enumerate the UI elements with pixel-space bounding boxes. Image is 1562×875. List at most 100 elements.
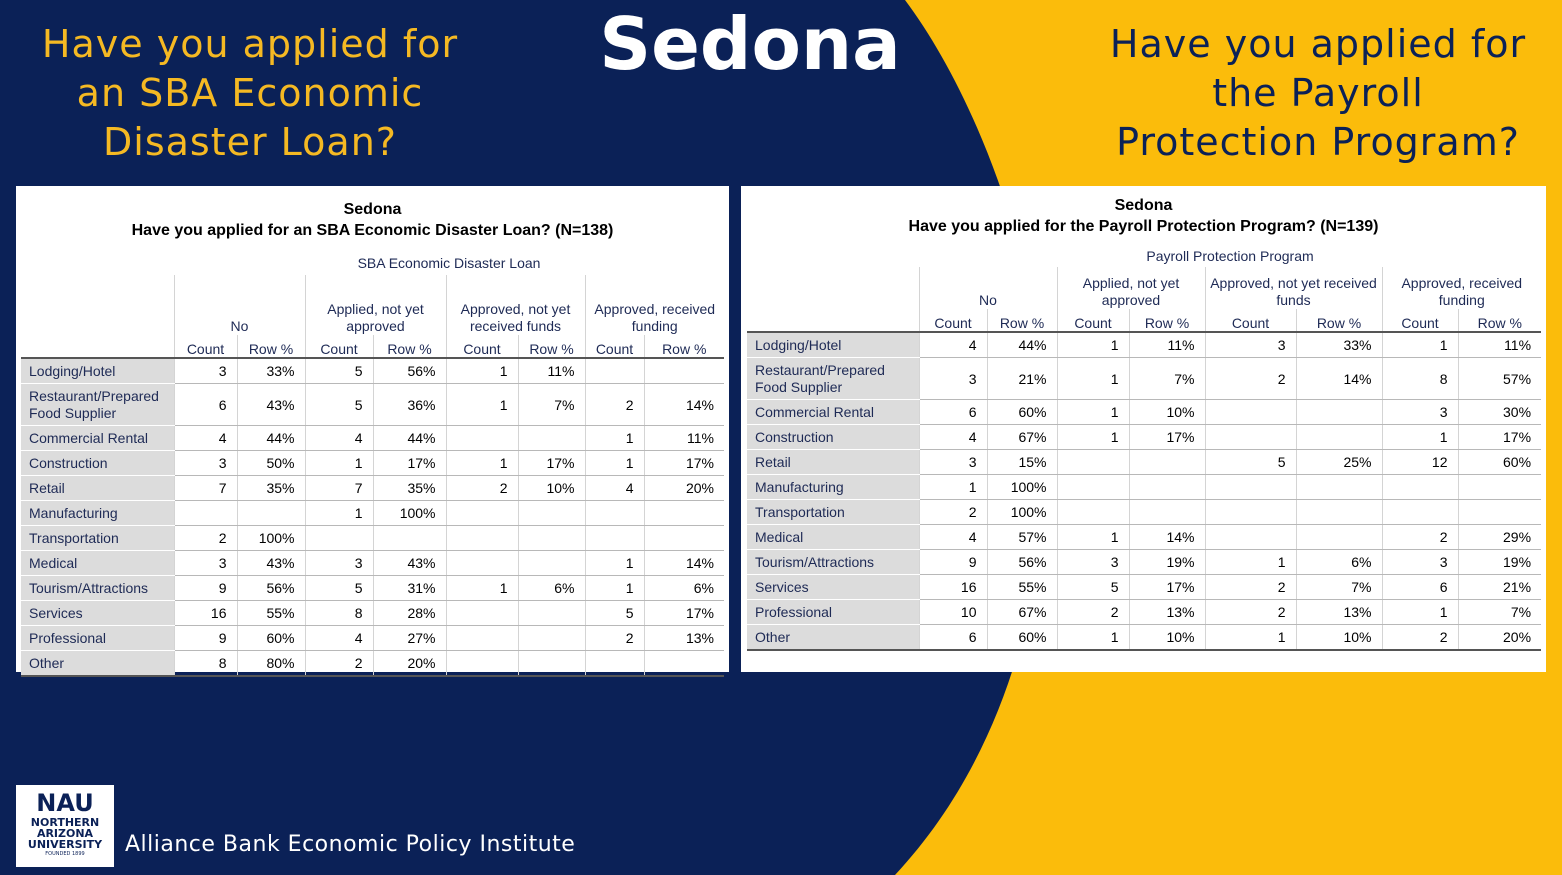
row-pct-cell: 80% — [236, 650, 305, 677]
row-label: Services — [747, 574, 919, 600]
count-cell: 4 — [584, 475, 644, 501]
row-label: Services — [21, 600, 174, 626]
row-pct-cell: 17% — [372, 450, 446, 476]
sba-table-question: Have you applied for an SBA Economic Dis… — [131, 222, 614, 239]
count-cell: 16 — [173, 600, 237, 626]
row-pct-cell — [517, 525, 585, 551]
count-cell: 1 — [1056, 331, 1129, 358]
count-cell: 3 — [173, 550, 237, 576]
row-pct-cell: 6% — [517, 575, 585, 601]
row-pct-cell — [1128, 474, 1205, 500]
count-cell: 1 — [445, 450, 518, 476]
count-cell — [445, 525, 518, 551]
count-cell: 2 — [173, 525, 237, 551]
ppp-sub-header: Count — [1381, 309, 1458, 332]
row-pct-cell: 56% — [236, 575, 305, 601]
count-cell — [173, 500, 237, 526]
count-cell: 7 — [304, 475, 373, 501]
row-pct-cell: 19% — [1128, 549, 1205, 575]
row-pct-cell: 17% — [1128, 574, 1205, 600]
row-pct-cell: 17% — [1128, 424, 1205, 450]
count-cell: 1 — [918, 474, 987, 500]
row-pct-cell: 57% — [1457, 357, 1542, 400]
count-cell: 5 — [304, 383, 373, 426]
nau-logo-line: ARIZONA — [36, 827, 94, 840]
table-row: Retail 3 15% 5 25% 12 60% — [747, 449, 1542, 475]
count-cell: 4 — [918, 331, 987, 358]
count-cell: 10 — [918, 599, 987, 625]
row-pct-cell: 10% — [517, 475, 585, 501]
ppp-super-header: Payroll Protection Program — [1146, 248, 1314, 264]
count-cell: 2 — [1381, 624, 1458, 651]
row-pct-cell: 29% — [1457, 524, 1542, 550]
count-cell — [1204, 399, 1296, 425]
count-cell: 1 — [1056, 424, 1129, 450]
row-pct-cell — [643, 500, 724, 526]
row-pct-cell — [372, 525, 446, 551]
row-pct-cell — [1128, 499, 1205, 525]
table-row: Restaurant/Prepared Food Supplier 3 21% 1 7%… — [747, 357, 1542, 400]
headline-sba: Have you applied for an SBA Economic Dis… — [20, 20, 480, 167]
count-cell: 1 — [1381, 424, 1458, 450]
count-cell: 16 — [918, 574, 987, 600]
count-cell: 1 — [445, 383, 518, 426]
ppp-sub-header: Row % — [1295, 309, 1382, 332]
row-pct-cell: 100% — [986, 474, 1057, 500]
count-cell: 1 — [1056, 624, 1129, 651]
count-cell: 9 — [173, 625, 237, 651]
row-label: Commercial Rental — [747, 399, 919, 425]
nau-logo-mark: NAU — [36, 789, 94, 817]
row-pct-cell: 20% — [372, 650, 446, 677]
sba-sub-header: Row % — [372, 335, 446, 358]
count-cell: 2 — [1204, 599, 1296, 625]
row-pct-cell: 17% — [517, 450, 585, 476]
row-pct-cell: 14% — [1128, 524, 1205, 550]
count-cell — [1056, 449, 1129, 475]
row-label: Lodging/Hotel — [747, 331, 919, 358]
row-pct-cell: 33% — [1295, 331, 1382, 358]
ppp-group-header: Approved, received funding — [1381, 267, 1542, 309]
sba-table-title: Sedona — [343, 201, 402, 218]
row-pct-cell: 11% — [1457, 331, 1542, 358]
row-pct-cell: 67% — [986, 424, 1057, 450]
row-pct-cell — [517, 600, 585, 626]
table-row: Construction 4 67% 1 17% 1 17% — [747, 424, 1542, 450]
count-cell: 8 — [173, 650, 237, 677]
count-cell: 2 — [584, 383, 644, 426]
ppp-table-body: Lodging/Hotel 4 44% 1 11% 3 33% 1 11% Restaurant/… — [747, 331, 1542, 651]
count-cell — [584, 650, 644, 677]
table-row: Lodging/Hotel 3 33% 5 56% 1 11% — [21, 357, 724, 384]
count-cell: 1 — [1381, 599, 1458, 625]
headline-ppp-line3: Protection Program? — [1116, 120, 1520, 164]
count-cell — [445, 600, 518, 626]
row-label: Manufacturing — [747, 474, 919, 500]
row-pct-cell: 7% — [1457, 599, 1542, 625]
count-cell — [445, 500, 518, 526]
table-row: Retail 7 35% 7 35% 2 10% 4 20% — [21, 475, 724, 501]
row-pct-cell: 7% — [1128, 357, 1205, 400]
row-pct-cell: 27% — [372, 625, 446, 651]
row-pct-cell: 57% — [986, 524, 1057, 550]
count-cell: 2 — [1204, 357, 1296, 400]
table-row: Commercial Rental 4 44% 4 44% 1 11% — [21, 425, 724, 451]
row-pct-cell: 50% — [236, 450, 305, 476]
row-pct-cell — [1295, 499, 1382, 525]
ppp-crosstab: Payroll Protection Program No Applied, n… — [747, 245, 1542, 651]
row-label: Commercial Rental — [21, 425, 174, 451]
count-cell: 6 — [918, 399, 987, 425]
row-pct-cell: 13% — [643, 625, 724, 651]
table-row: Lodging/Hotel 4 44% 1 11% 3 33% 1 11% — [747, 331, 1542, 358]
count-cell: 1 — [1204, 624, 1296, 651]
table-row: Commercial Rental 6 60% 1 10% 3 30% — [747, 399, 1542, 425]
count-cell: 1 — [1056, 524, 1129, 550]
sba-sub-header: Row % — [236, 335, 305, 358]
page-title: Sedona — [599, 2, 901, 86]
nau-logo-name: NORTHERN ARIZONA UNIVERSITY — [16, 817, 114, 850]
count-cell: 2 — [1056, 599, 1129, 625]
sba-group-header: Approved, received funding — [584, 275, 724, 335]
ppp-group-header: Approved, not yet received funds — [1204, 267, 1382, 309]
row-pct-cell: 60% — [1457, 449, 1542, 475]
row-pct-cell: 60% — [986, 399, 1057, 425]
row-pct-cell: 44% — [236, 425, 305, 451]
row-pct-cell — [517, 550, 585, 576]
